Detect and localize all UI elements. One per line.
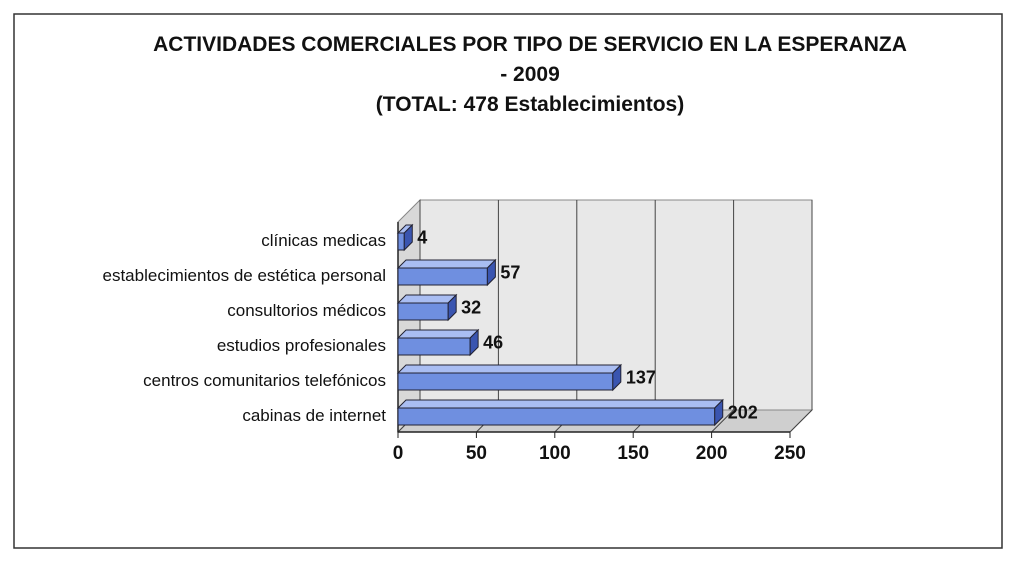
chart-title: ACTIVIDADES COMERCIALES POR TIPO DE SERV… xyxy=(153,33,907,86)
x-tick-label: 100 xyxy=(539,443,571,464)
y-tick-label: clínicas medicas xyxy=(261,231,386,250)
bar-side xyxy=(403,223,413,252)
chart-border xyxy=(13,13,1003,549)
bar-top xyxy=(396,364,623,374)
bar-side xyxy=(447,293,457,322)
bar-side xyxy=(469,328,479,357)
y-tick-label: consultorios médicos xyxy=(227,301,386,320)
value-label: 4 xyxy=(417,227,427,247)
chart-title-block: ACTIVIDADES COMERCIALES POR TIPO DE SERV… xyxy=(150,30,910,120)
bar-side xyxy=(612,363,622,392)
x-tick-label: 200 xyxy=(696,443,728,464)
bar-top xyxy=(396,259,497,269)
bar-top xyxy=(396,294,458,304)
chart-subtitle: (TOTAL: 478 Establecimientos) xyxy=(375,93,685,116)
value-label: 46 xyxy=(483,332,503,352)
bar-top xyxy=(396,399,724,409)
value-label: 32 xyxy=(461,297,481,317)
floor-grid-line xyxy=(711,409,734,433)
y-tick-label: centros comunitarios telefónicos xyxy=(143,371,386,390)
x-tick-label: 0 xyxy=(393,443,404,464)
y-tick-label: estudios profesionales xyxy=(217,336,386,355)
y-tick-label: establecimientos de estética personal xyxy=(103,266,387,285)
floor-grid-line xyxy=(789,409,813,433)
bar-side xyxy=(486,258,496,287)
bar-top xyxy=(396,329,480,339)
bar xyxy=(397,232,405,251)
bar xyxy=(397,337,471,356)
bar xyxy=(397,372,614,391)
x-tick-label: 250 xyxy=(774,443,806,464)
y-tick-label: cabinas de internet xyxy=(242,406,386,425)
value-label: 137 xyxy=(626,367,656,387)
x-tick-label: 150 xyxy=(617,443,649,464)
x-tick-label: 50 xyxy=(466,443,487,464)
value-label: 202 xyxy=(728,402,758,422)
bar xyxy=(397,267,488,286)
bar-side xyxy=(714,398,724,427)
bar xyxy=(397,302,449,321)
value-label: 57 xyxy=(500,262,520,282)
bar xyxy=(397,407,716,426)
